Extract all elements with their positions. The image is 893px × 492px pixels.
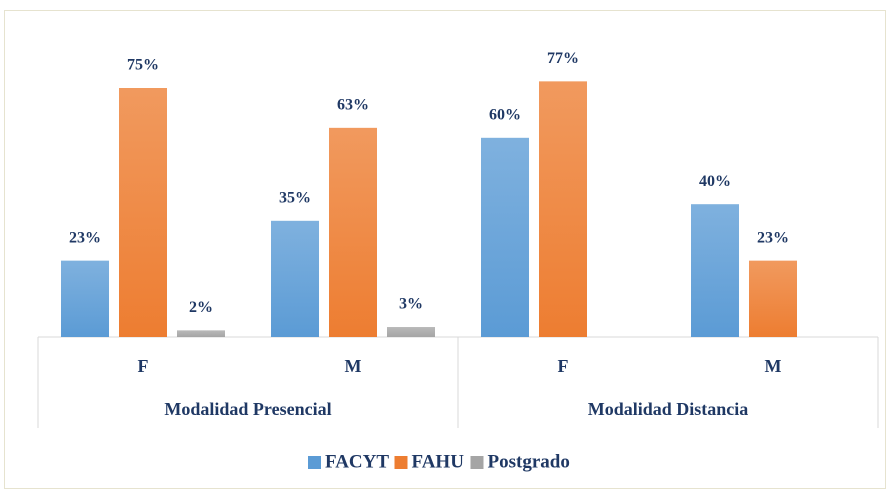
category-label: F <box>138 356 149 376</box>
legend-label: FACYT <box>325 451 389 472</box>
value-label: 77% <box>547 50 579 67</box>
value-label: 23% <box>69 229 101 246</box>
group-label: Modalidad Distancia <box>588 399 749 419</box>
bar <box>329 127 377 337</box>
bar <box>387 327 435 337</box>
value-label: 35% <box>279 189 311 206</box>
value-label: 63% <box>337 97 369 114</box>
value-label: 60% <box>489 106 521 123</box>
category-label: M <box>345 356 362 376</box>
legend-label: FAHU <box>412 451 465 472</box>
value-label: 75% <box>127 57 159 74</box>
value-label: 40% <box>699 173 731 190</box>
value-label: 23% <box>757 229 789 246</box>
bar <box>749 260 797 337</box>
bar <box>539 81 587 337</box>
bar <box>177 330 225 337</box>
legend-swatch <box>394 456 408 469</box>
legend-swatch <box>308 456 321 469</box>
bar <box>61 260 109 337</box>
legend-label: Postgrado <box>488 451 570 472</box>
bar <box>481 137 529 337</box>
bar <box>119 88 167 337</box>
value-label: 2% <box>189 299 213 316</box>
bar <box>271 220 319 337</box>
value-label: 3% <box>399 296 423 313</box>
legend-swatch <box>470 456 484 469</box>
category-label: F <box>558 356 569 376</box>
category-label: M <box>765 356 782 376</box>
group-label: Modalidad Presencial <box>164 399 331 419</box>
bar <box>691 204 739 337</box>
